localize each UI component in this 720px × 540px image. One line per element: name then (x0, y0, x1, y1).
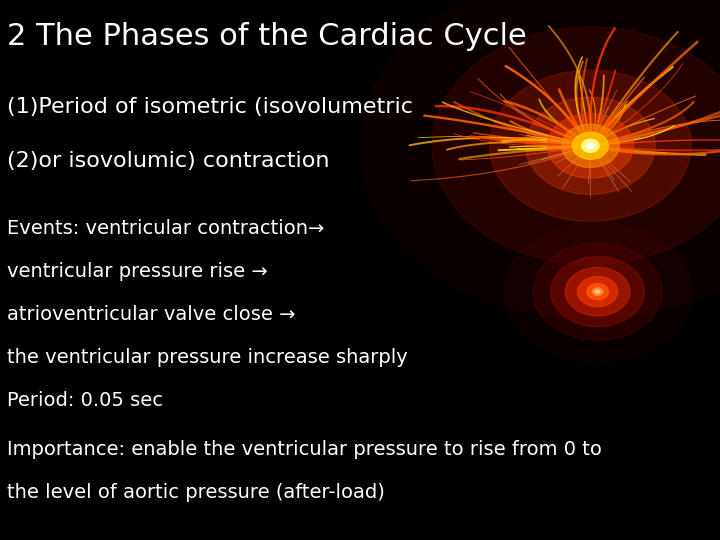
Circle shape (562, 124, 619, 167)
Circle shape (595, 290, 600, 293)
Circle shape (533, 243, 662, 340)
Text: ventricular pressure rise →: ventricular pressure rise → (7, 262, 268, 281)
Text: atrioventricular valve close →: atrioventricular valve close → (7, 305, 296, 324)
Circle shape (565, 267, 630, 316)
Text: Events: ventricular contraction→: Events: ventricular contraction→ (7, 219, 325, 238)
Text: the level of aortic pressure (after-load): the level of aortic pressure (after-load… (7, 483, 385, 502)
Circle shape (551, 256, 644, 327)
Circle shape (577, 276, 618, 307)
Circle shape (526, 97, 655, 194)
Text: Importance: enable the ventricular pressure to rise from 0 to: Importance: enable the ventricular press… (7, 440, 602, 459)
Circle shape (504, 221, 691, 362)
Text: the ventricular pressure increase sharply: the ventricular pressure increase sharpl… (7, 348, 408, 367)
Circle shape (490, 70, 691, 221)
Text: (1)Period of isometric (isovolumetric: (1)Period of isometric (isovolumetric (7, 97, 413, 117)
Circle shape (587, 143, 594, 148)
Circle shape (572, 132, 608, 159)
Circle shape (582, 139, 599, 152)
Circle shape (547, 113, 634, 178)
Text: (2)or isovolumic) contraction: (2)or isovolumic) contraction (7, 151, 330, 171)
Circle shape (360, 0, 720, 319)
Text: 2 The Phases of the Cardiac Cycle: 2 The Phases of the Cardiac Cycle (7, 22, 527, 51)
Text: Period: 0.05 sec: Period: 0.05 sec (7, 392, 163, 410)
Circle shape (587, 284, 608, 300)
Circle shape (432, 27, 720, 265)
Circle shape (593, 288, 603, 295)
